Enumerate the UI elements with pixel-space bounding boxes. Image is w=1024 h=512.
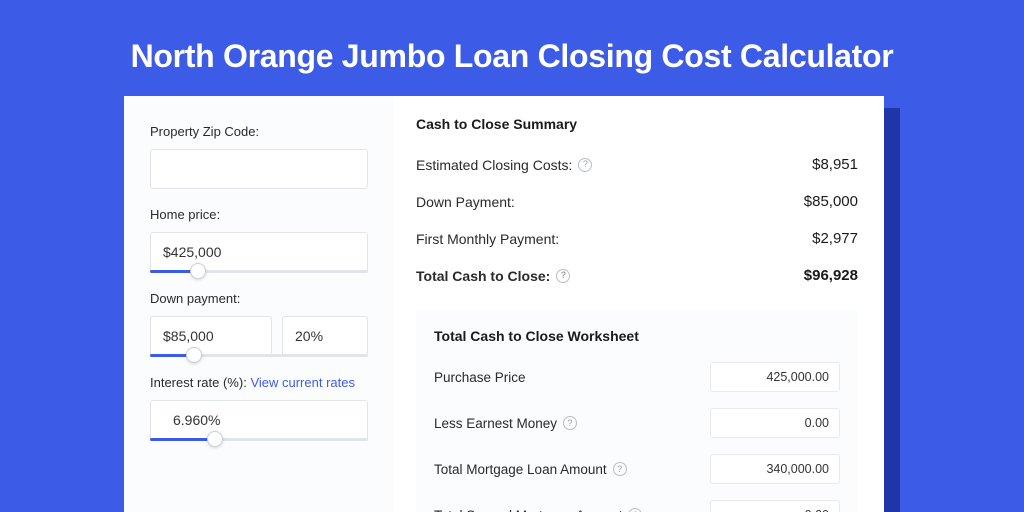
worksheet-row: Purchase Price xyxy=(434,362,840,392)
summary-row: Total Cash to Close:? $96,928 xyxy=(416,259,858,296)
zip-label: Property Zip Code: xyxy=(150,124,368,139)
worksheet-section: Total Cash to Close Worksheet Purchase P… xyxy=(416,310,858,512)
help-icon[interactable]: ? xyxy=(563,416,577,430)
worksheet-value-input[interactable] xyxy=(710,362,840,392)
interest-rate-slider-thumb[interactable] xyxy=(207,431,223,447)
worksheet-value-input[interactable] xyxy=(710,500,840,512)
down-payment-slider[interactable] xyxy=(150,354,368,357)
summary-value: $2,977 xyxy=(812,230,858,247)
worksheet-label-text: Total Mortgage Loan Amount xyxy=(434,462,607,477)
interest-rate-slider[interactable] xyxy=(150,438,368,441)
home-price-field-group: Home price: xyxy=(150,207,368,273)
worksheet-label: Total Second Mortgage Amount? xyxy=(434,508,642,512)
zip-input[interactable] xyxy=(150,149,368,189)
page-background: North Orange Jumbo Loan Closing Cost Cal… xyxy=(0,0,1024,512)
home-price-label: Home price: xyxy=(150,207,368,222)
interest-rate-label: Interest rate (%): View current rates xyxy=(150,375,368,390)
summary-label: Estimated Closing Costs:? xyxy=(416,157,592,173)
summary-value: $8,951 xyxy=(812,156,858,173)
summary-row: Down Payment: $85,000 xyxy=(416,185,858,222)
worksheet-title: Total Cash to Close Worksheet xyxy=(434,328,840,344)
interest-rate-field-group: Interest rate (%): View current rates xyxy=(150,375,368,441)
interest-rate-slider-fill xyxy=(150,438,215,441)
home-price-slider[interactable] xyxy=(150,270,368,273)
interest-rate-input[interactable] xyxy=(150,400,368,440)
worksheet-row: Total Second Mortgage Amount? xyxy=(434,500,840,512)
summary-row: First Monthly Payment: $2,977 xyxy=(416,222,858,259)
help-icon[interactable]: ? xyxy=(628,508,642,512)
help-icon[interactable]: ? xyxy=(578,158,592,172)
summary-value: $85,000 xyxy=(804,193,858,210)
help-icon[interactable]: ? xyxy=(556,269,570,283)
summary-rows: Estimated Closing Costs:? $8,951 Down Paym… xyxy=(416,148,858,296)
down-payment-label: Down payment: xyxy=(150,291,368,306)
worksheet-label: Total Mortgage Loan Amount? xyxy=(434,462,627,477)
worksheet-rows: Purchase PriceLess Earnest Money?Total M… xyxy=(434,362,840,512)
worksheet-label-text: Total Second Mortgage Amount xyxy=(434,508,622,512)
summary-label: Down Payment: xyxy=(416,194,515,210)
summary-label-text: First Monthly Payment: xyxy=(416,231,559,247)
page-title: North Orange Jumbo Loan Closing Cost Cal… xyxy=(0,38,1024,75)
zip-field-group: Property Zip Code: xyxy=(150,124,368,189)
worksheet-label-text: Less Earnest Money xyxy=(434,416,557,431)
summary-label-text: Estimated Closing Costs: xyxy=(416,157,572,173)
home-price-input[interactable] xyxy=(150,232,368,272)
summary-label: Total Cash to Close:? xyxy=(416,268,570,284)
summary-title: Cash to Close Summary xyxy=(416,116,858,132)
worksheet-label: Less Earnest Money? xyxy=(434,416,577,431)
summary-row: Estimated Closing Costs:? $8,951 xyxy=(416,148,858,185)
home-price-slider-thumb[interactable] xyxy=(190,263,206,279)
down-payment-input[interactable] xyxy=(150,316,272,356)
down-payment-slider-thumb[interactable] xyxy=(186,347,202,363)
summary-label: First Monthly Payment: xyxy=(416,231,559,247)
help-icon[interactable]: ? xyxy=(613,462,627,476)
summary-value: $96,928 xyxy=(804,267,858,284)
summary-label-text: Down Payment: xyxy=(416,194,515,210)
worksheet-label-text: Purchase Price xyxy=(434,370,526,385)
calculator-card: Property Zip Code: Home price: Down paym… xyxy=(124,96,884,512)
inputs-panel: Property Zip Code: Home price: Down paym… xyxy=(124,96,394,512)
interest-rate-label-text: Interest rate (%): xyxy=(150,375,247,390)
results-panel: Cash to Close Summary Estimated Closing … xyxy=(394,96,884,512)
down-payment-percent-input[interactable] xyxy=(282,316,368,356)
worksheet-label: Purchase Price xyxy=(434,370,526,385)
worksheet-row: Total Mortgage Loan Amount? xyxy=(434,454,840,484)
view-rates-link[interactable]: View current rates xyxy=(250,375,355,390)
worksheet-value-input[interactable] xyxy=(710,454,840,484)
down-payment-field-group: Down payment: xyxy=(150,291,368,357)
summary-label-text: Total Cash to Close: xyxy=(416,268,550,284)
worksheet-value-input[interactable] xyxy=(710,408,840,438)
worksheet-row: Less Earnest Money? xyxy=(434,408,840,438)
